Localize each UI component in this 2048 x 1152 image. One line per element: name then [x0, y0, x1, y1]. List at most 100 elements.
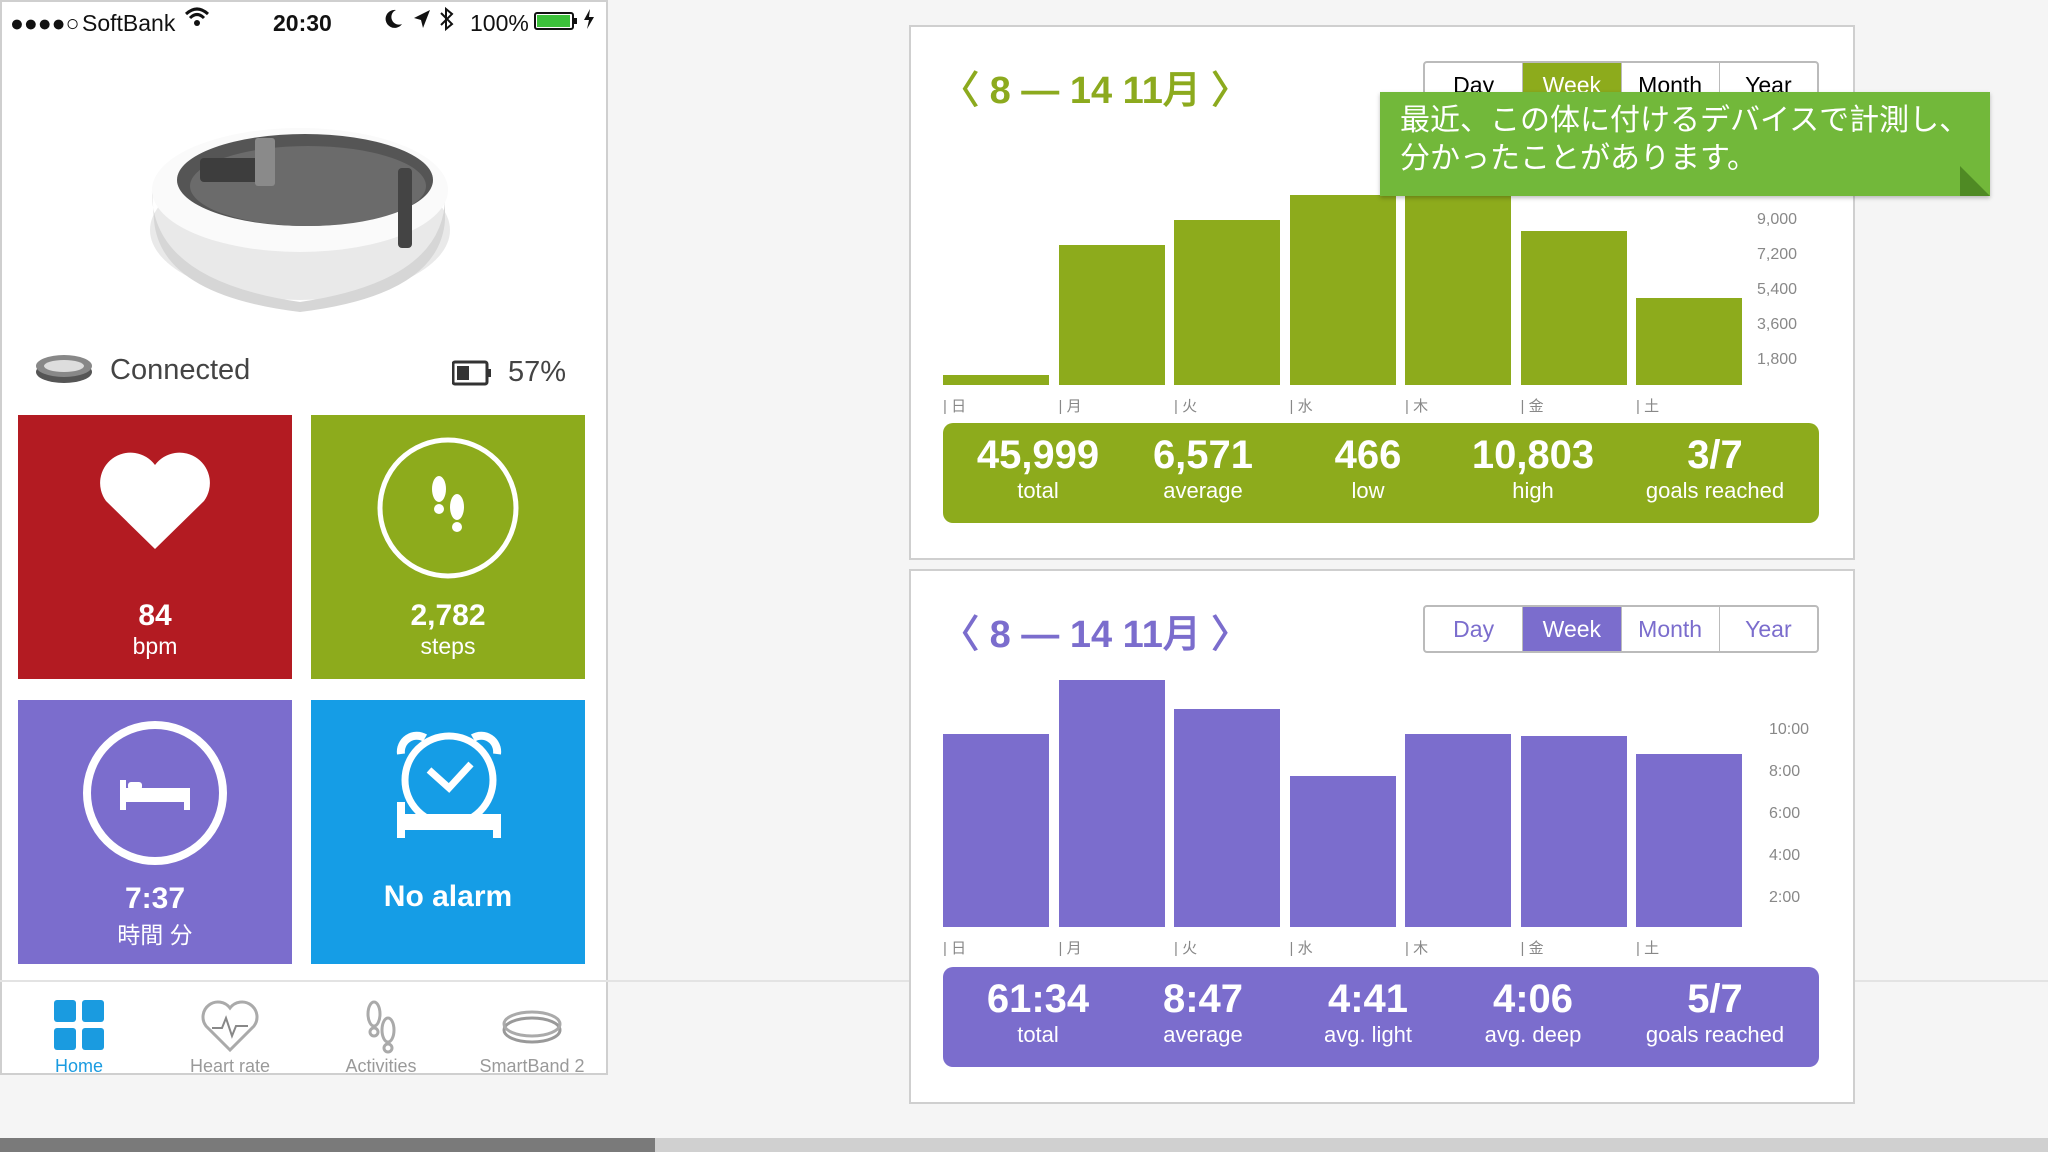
y-tick-label: 9,000: [1757, 211, 1798, 228]
stat-value: 61:34: [986, 977, 1090, 1021]
heart-rate-value: 84: [138, 599, 172, 632]
stat-label: average: [1163, 478, 1243, 503]
x-tick-label: | 火: [1174, 940, 1198, 957]
x-tick-label: | 金: [1520, 940, 1544, 957]
annotation-note: 最近、この体に付けるデバイスで計測し、 分かったことがあります。: [1380, 92, 1990, 196]
prev-week-button[interactable]: 〈: [941, 70, 980, 112]
band-icon: [34, 352, 94, 391]
stat-value: 4:41: [1327, 977, 1409, 1021]
steps-goals: 3/7 goals reached: [1615, 433, 1815, 504]
segment-week[interactable]: Week: [1523, 607, 1622, 651]
device-battery-level: 57%: [508, 356, 567, 388]
x-tick-label: | 日: [943, 398, 967, 415]
location-icon: [412, 8, 432, 36]
band-icon: [502, 1010, 562, 1044]
steps-unit: steps: [420, 633, 476, 659]
y-tick-label: 4:00: [1769, 847, 1801, 864]
tab-home-label: Home: [54, 1056, 103, 1076]
carrier-name: SoftBank: [82, 10, 176, 36]
steps-progress-ring: [377, 437, 519, 579]
tab-heart-rate-label: Heart rate: [189, 1056, 271, 1076]
chart-bar: [943, 733, 1049, 927]
stat-label: low: [1351, 478, 1385, 503]
y-tick-label: 1,800: [1757, 351, 1798, 368]
sleep-date-range: 8 — 14 11月: [989, 614, 1201, 656]
wifi-icon: [184, 6, 210, 34]
phone-screen: ●●●●○ SoftBank 20:30 100%: [0, 0, 2048, 1076]
charging-icon: [583, 8, 595, 36]
sleep-period-selector: Day Week Month Year: [1423, 605, 1819, 653]
alarm-tile[interactable]: No alarm: [311, 700, 585, 964]
tab-activities-label: Activities: [345, 1056, 417, 1076]
tab-smartband-label: SmartBand 2: [479, 1056, 585, 1076]
chart-bar: [1520, 230, 1627, 385]
steps-date-range: 8 — 14 11月: [989, 70, 1201, 112]
stat-value: 6,571: [1152, 433, 1254, 477]
heart-rate-tile[interactable]: 84 bpm: [18, 415, 292, 679]
tab-bar-divider: [0, 980, 2048, 982]
stat-value: 5/7: [1687, 977, 1743, 1021]
x-tick-label: | 土: [1636, 940, 1660, 957]
prev-week-button[interactable]: 〈: [941, 614, 980, 656]
bed-icon: [120, 780, 190, 810]
annotation-line-2: 分かったことがあります。: [1400, 142, 1757, 175]
steps-tile[interactable]: 2,782 steps: [311, 415, 585, 679]
steps-high: 10,803 high: [1448, 433, 1618, 504]
y-tick-label: 2:00: [1769, 889, 1801, 906]
steps-total: 45,999 total: [953, 433, 1123, 504]
stat-value: 45,999: [976, 433, 1100, 477]
stat-label: goals reached: [1645, 1022, 1785, 1047]
heart-rate-unit: bpm: [132, 633, 178, 659]
segment-month[interactable]: Month: [1622, 607, 1720, 651]
sleep-goals: 5/7 goals reached: [1615, 977, 1815, 1048]
sleep-unit: 時間 分: [117, 922, 193, 948]
tab-heart-rate[interactable]: Heart rate: [155, 1000, 305, 1076]
alarm-label: No alarm: [383, 880, 513, 913]
heart-pulse-icon: [201, 1000, 259, 1053]
x-tick-label: | 木: [1405, 398, 1429, 415]
stat-value: 4:06: [1492, 977, 1574, 1021]
sleep-value: 7:37: [124, 882, 186, 915]
chart-bar: [1174, 708, 1280, 927]
chart-bar: [1636, 298, 1742, 385]
sleep-average: 8:47 average: [1118, 977, 1288, 1048]
sleep-progress-ring: [83, 721, 227, 865]
alarm-clock-icon: [396, 731, 502, 838]
grid-icon: [54, 1000, 104, 1050]
x-tick-label: | 月: [1058, 940, 1082, 957]
steps-average: 6,571 average: [1118, 433, 1288, 504]
y-tick-label: 3,600: [1757, 316, 1798, 333]
sleep-avg-light: 4:41 avg. light: [1283, 977, 1453, 1048]
next-week-button[interactable]: 〉: [1211, 70, 1250, 112]
slide-progress-track: [0, 1138, 2048, 1152]
connection-status: Connected: [110, 354, 251, 386]
y-tick-label: 7,200: [1757, 246, 1798, 263]
sleep-summary: 61:34 total 8:47 average 4:41 avg. light 4:…: [943, 967, 1819, 1067]
stat-value: 10,803: [1471, 433, 1595, 477]
stat-label: total: [1017, 478, 1059, 503]
next-week-button[interactable]: 〉: [1211, 614, 1250, 656]
sleep-bar-chart: | 日 | 月 | 火 | 水 | 木 | 金 | 土 2:00 4:00 6:00 8:00 10:…: [911, 571, 1853, 991]
stat-value: 8:47: [1162, 977, 1244, 1021]
sleep-tile[interactable]: 7:37 時間 分: [18, 700, 292, 964]
segment-year[interactable]: Year: [1745, 616, 1792, 642]
chart-bar: [1405, 162, 1511, 385]
chart-bar: [1636, 753, 1742, 927]
footsteps-icon: [366, 1000, 396, 1054]
tab-smartband[interactable]: SmartBand 2: [457, 1000, 607, 1076]
slide-progress-fill: [0, 1138, 656, 1152]
y-tick-label: 5,400: [1757, 281, 1798, 298]
y-tick-label: 8:00: [1769, 763, 1801, 780]
y-tick-label: 10:00: [1769, 721, 1810, 738]
stat-label: avg. light: [1323, 1022, 1413, 1047]
tab-activities[interactable]: Activities: [306, 1000, 456, 1076]
stat-value: 3/7: [1687, 433, 1743, 477]
sleep-total: 61:34 total: [953, 977, 1123, 1048]
x-tick-label: | 金: [1520, 398, 1544, 415]
x-tick-label: | 土: [1636, 398, 1660, 415]
tab-home[interactable]: Home: [4, 1000, 154, 1076]
stat-label: goals reached: [1645, 478, 1785, 503]
sleep-avg-deep: 4:06 avg. deep: [1448, 977, 1618, 1048]
stat-label: avg. deep: [1484, 1022, 1582, 1047]
segment-day[interactable]: Day: [1425, 607, 1524, 651]
